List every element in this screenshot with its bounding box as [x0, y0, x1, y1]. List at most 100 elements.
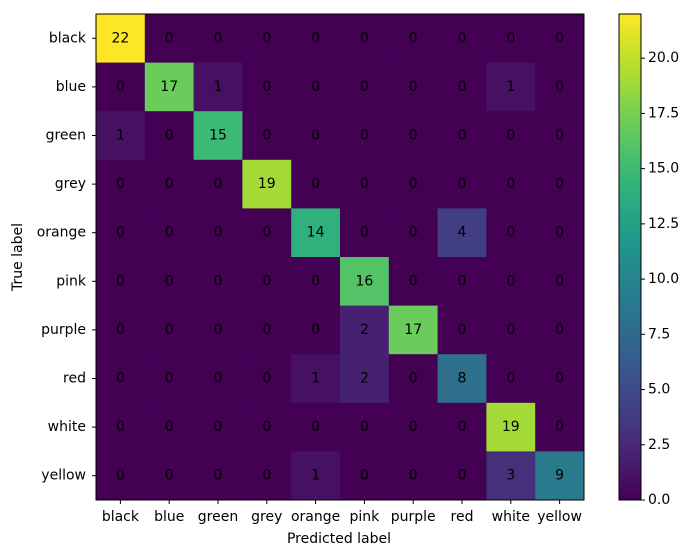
cell-label: 0 [262, 128, 271, 144]
x-tick-label: purple [391, 509, 436, 525]
heatmap-cell [144, 305, 195, 355]
cell-label: 0 [409, 225, 418, 241]
cell-label: 0 [214, 273, 223, 289]
cell-label: 19 [502, 419, 520, 435]
cell-label: 0 [409, 468, 418, 484]
heatmap-cell [193, 62, 243, 112]
cell-label: 0 [311, 419, 320, 435]
heatmap-cell [96, 402, 146, 452]
cell-label: 0 [458, 128, 467, 144]
heatmap-cell [291, 159, 341, 209]
cell-label: 2 [360, 322, 369, 338]
cell-label: 1 [506, 79, 515, 95]
heatmap-cell [535, 14, 585, 64]
cell-label: 0 [116, 371, 125, 387]
cell-label: 0 [165, 30, 174, 46]
colorbar-tick-label: 7.5 [648, 326, 670, 342]
cell-label: 0 [214, 468, 223, 484]
x-tick-label: red [451, 509, 474, 525]
cell-label: 0 [165, 176, 174, 192]
y-tick-label: pink [56, 273, 87, 289]
heatmap-cell [144, 111, 195, 161]
heatmap-cell [437, 451, 487, 501]
cell-label: 0 [409, 273, 418, 289]
cell-label: 0 [262, 225, 271, 241]
cell-label: 0 [165, 468, 174, 484]
cell-label: 0 [360, 176, 369, 192]
heatmap-cell [291, 111, 341, 161]
cell-label: 0 [360, 225, 369, 241]
cell-label: 0 [262, 419, 271, 435]
cell-label: 0 [262, 322, 271, 338]
cell-label: 0 [555, 371, 564, 387]
heatmap-cell [486, 402, 536, 452]
y-tick-label: white [48, 419, 86, 435]
heatmap-cell [242, 62, 292, 112]
heatmap-cell [242, 14, 292, 64]
cell-label: 0 [165, 371, 174, 387]
heatmap-cell [144, 14, 195, 64]
cell-label: 0 [555, 30, 564, 46]
heatmap-cell [193, 402, 243, 452]
x-tick-label: blue [154, 509, 184, 525]
heatmap-cell [193, 14, 243, 64]
x-tick-label: white [492, 509, 530, 525]
heatmap-cell [340, 14, 390, 64]
cell-label: 17 [404, 322, 422, 338]
heatmap-cell [96, 451, 146, 501]
heatmap-cell [535, 257, 585, 307]
cell-label: 0 [458, 273, 467, 289]
cell-label: 8 [458, 371, 467, 387]
heatmap-cell [388, 159, 439, 209]
cell-label: 0 [506, 176, 515, 192]
cell-label: 0 [409, 371, 418, 387]
heatmap-cell [388, 62, 439, 112]
cell-label: 0 [360, 30, 369, 46]
cell-label: 1 [311, 468, 320, 484]
cell-label: 0 [555, 176, 564, 192]
y-tick-label: black [49, 30, 87, 46]
cell-label: 0 [165, 322, 174, 338]
cell-label: 0 [409, 79, 418, 95]
heatmap-cell [535, 402, 585, 452]
heatmap-cell [144, 62, 195, 112]
heatmap-cell [242, 111, 292, 161]
cell-label: 0 [506, 322, 515, 338]
cell-label: 0 [506, 30, 515, 46]
heatmap-cell [437, 354, 487, 404]
x-tick-label: yellow [537, 509, 582, 525]
cell-label: 4 [458, 225, 467, 241]
cell-label: 0 [262, 371, 271, 387]
cell-label: 1 [311, 371, 320, 387]
heatmap-cell [96, 62, 146, 112]
heatmap-cell [242, 257, 292, 307]
heatmap-cell [388, 14, 439, 64]
heatmap-cell [96, 305, 146, 355]
cell-label: 0 [311, 322, 320, 338]
heatmap-cell [535, 451, 585, 501]
heatmap-cell [193, 159, 243, 209]
heatmap-cell [437, 159, 487, 209]
heatmap-cell [535, 159, 585, 209]
heatmap-cell [96, 14, 146, 64]
heatmap-cell [437, 305, 487, 355]
heatmap-cell [242, 402, 292, 452]
heatmap-cell [486, 62, 536, 112]
cell-label: 0 [311, 273, 320, 289]
heatmap-cell [535, 62, 585, 112]
heatmap-cell [388, 354, 439, 404]
heatmap-cell [388, 305, 439, 355]
cell-label: 0 [506, 273, 515, 289]
heatmap-cell [291, 62, 341, 112]
cell-label: 0 [165, 128, 174, 144]
cell-label: 0 [116, 225, 125, 241]
cell-label: 9 [555, 468, 564, 484]
heatmap-cell [437, 208, 487, 258]
cell-label: 0 [311, 30, 320, 46]
heatmap-cell [144, 451, 195, 501]
cell-label: 3 [506, 468, 515, 484]
heatmap-cell [242, 305, 292, 355]
cell-label: 0 [311, 176, 320, 192]
cell-label: 0 [262, 273, 271, 289]
heatmap-cell [340, 305, 390, 355]
